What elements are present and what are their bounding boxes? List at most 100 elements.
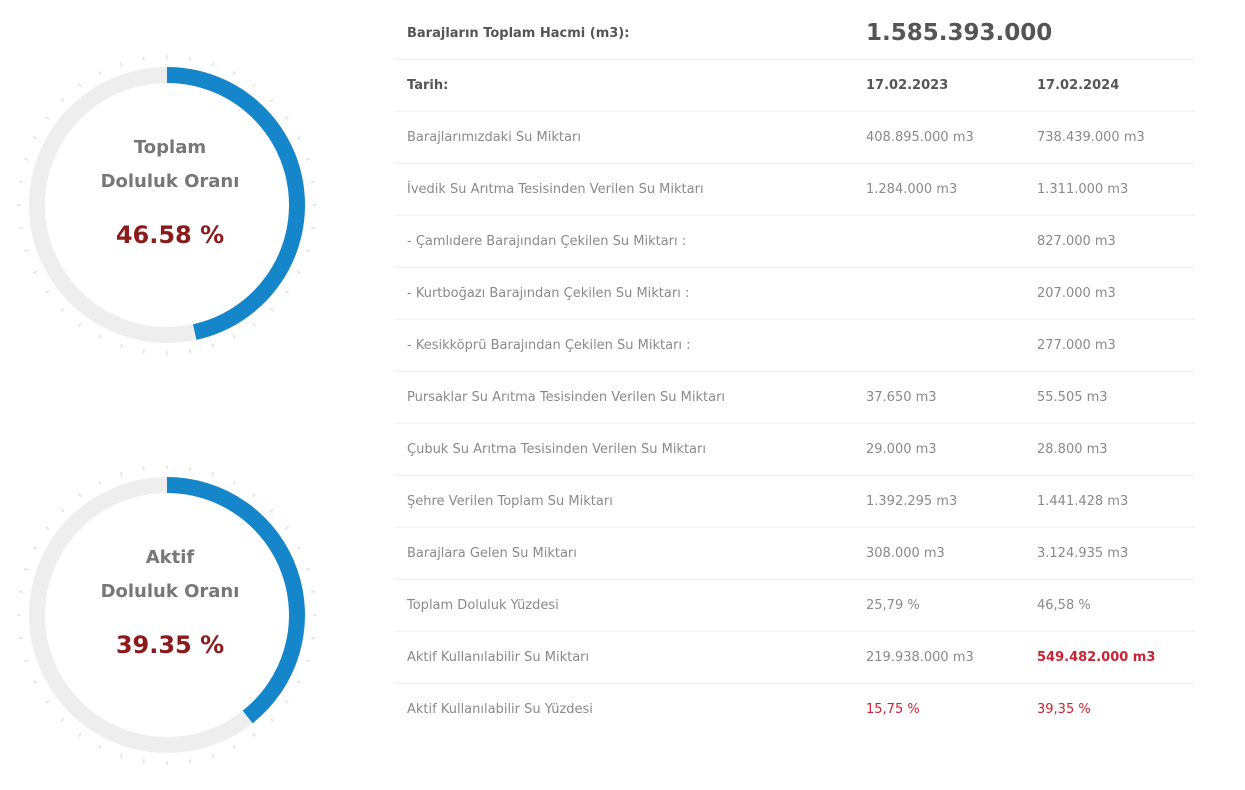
gauge-tick: [98, 481, 102, 486]
active-fill-gauge-ring: [17, 465, 317, 765]
row-value-2024: 46,58 %: [1037, 598, 1091, 613]
row-value-2023: 29.000 m3: [866, 442, 937, 457]
row-value-2024: 1.311.000 m3: [1037, 182, 1129, 197]
table-row: Aktif Kullanılabilir Su Miktarı 219.938.…: [395, 632, 1195, 684]
gauge-progress-arc: [166, 67, 305, 340]
gauge-label-line2: Doluluk Oranı: [100, 171, 240, 192]
row-label: Barajlarımızdaki Su Miktarı: [407, 130, 581, 145]
row-label: Aktif Kullanılabilir Su Yüzdesi: [407, 702, 593, 717]
date-header-row: Tarih: 17.02.2023 17.02.2024: [395, 60, 1195, 112]
gauge-tick: [284, 290, 289, 294]
table-row: Şehre Verilen Toplam Su Miktarı 1.392.29…: [395, 476, 1195, 528]
gauge-tick: [284, 116, 289, 120]
gauge-tick: [60, 307, 65, 312]
row-value-2024: 207.000 m3: [1037, 286, 1116, 301]
gauge-tick: [33, 136, 38, 140]
gauge-tick: [119, 472, 123, 477]
row-value-2024-highlight: 39,35 %: [1037, 702, 1091, 717]
gauge-label-line1: Aktif: [145, 547, 195, 568]
row-label: - Kurtboğazı Barajından Çekilen Su Mikta…: [407, 286, 690, 301]
gauge-tick: [252, 493, 256, 498]
gauge-tick: [78, 732, 82, 737]
gauge-tick: [18, 180, 23, 183]
row-value-2024: 277.000 m3: [1037, 338, 1116, 353]
gauge-tick: [211, 343, 215, 348]
gauge-tick: [18, 637, 23, 640]
total-volume-label: Barajların Toplam Hacmi (m3):: [407, 26, 630, 41]
gauge-tick: [296, 546, 301, 550]
gauge-tick: [33, 546, 38, 550]
gauge-tick: [98, 744, 102, 749]
gauge-ticks: [17, 55, 317, 355]
gauge-tick: [45, 290, 50, 294]
gauge-tick: [296, 136, 301, 140]
row-label: Pursaklar Su Arıtma Tesisinden Verilen S…: [407, 390, 726, 405]
gauge-tick: [33, 680, 38, 684]
total-fill-gauge-text: Toplam Doluluk Oranı 46.58 %: [0, 131, 340, 249]
row-value-2023: 1.392.295 m3: [866, 494, 958, 509]
total-fill-gauge-ring: [17, 55, 317, 355]
total-volume-value: 1.585.393.000: [866, 20, 1053, 46]
gauge-tick: [284, 700, 289, 704]
gauge-tick: [269, 508, 274, 513]
gauge-tick: [18, 590, 23, 593]
gauge-tick: [189, 56, 192, 61]
row-label: İvedik Su Arıtma Tesisinden Verilen Su M…: [407, 182, 704, 197]
gauge-tick: [269, 717, 274, 722]
gauge-tick: [305, 249, 310, 253]
gauge-tick: [98, 71, 102, 76]
gauge-tick: [211, 472, 215, 477]
row-value-2023: 1.284.000 m3: [866, 182, 958, 197]
gauge-tick: [232, 334, 236, 339]
gauge-tick: [305, 157, 310, 161]
total-fill-gauge: Toplam Doluluk Oranı 46.58 %: [0, 45, 320, 365]
gauge-progress-arc: [166, 477, 305, 724]
gauge-tick: [284, 526, 289, 530]
row-value-2023: 308.000 m3: [866, 546, 945, 561]
table-row: Toplam Doluluk Yüzdesi 25,79 % 46,58 %: [395, 580, 1195, 632]
gauge-tick: [45, 526, 50, 530]
gauge-tick: [24, 567, 29, 571]
row-label: Çubuk Su Arıtma Tesisinden Verilen Su Mi…: [407, 442, 706, 457]
gauge-tick: [232, 744, 236, 749]
dam-stats-table: Barajların Toplam Hacmi (m3): 1.585.393.…: [395, 8, 1195, 735]
gauge-tick: [24, 659, 29, 663]
date-label: Tarih:: [407, 78, 449, 93]
table-row: Barajlarımızdaki Su Miktarı 408.895.000 …: [395, 112, 1195, 164]
gauge-tick: [305, 659, 310, 663]
table-row: Aktif Kullanılabilir Su Yüzdesi 15,75 % …: [395, 684, 1195, 735]
gauge-tick: [269, 307, 274, 312]
gauge-tick: [305, 567, 310, 571]
gauge-tick: [45, 700, 50, 704]
gauge-tick: [119, 753, 123, 758]
gauge-tick: [45, 116, 50, 120]
row-label: - Çamlıdere Barajından Çekilen Su Miktar…: [407, 234, 687, 249]
row-value-2024-highlight: 549.482.000 m3: [1037, 650, 1156, 665]
row-value-2024: 1.441.428 m3: [1037, 494, 1129, 509]
row-label: Toplam Doluluk Yüzdesi: [407, 598, 559, 613]
gauge-tick: [78, 322, 82, 327]
gauge-tick: [211, 753, 215, 758]
gauge-tick: [33, 270, 38, 274]
gauge-tick: [142, 349, 145, 354]
total-volume-row: Barajların Toplam Hacmi (m3): 1.585.393.…: [395, 8, 1195, 60]
gauge-tick: [78, 493, 82, 498]
gauge-tick: [78, 83, 82, 88]
gauge-tick: [142, 759, 145, 764]
row-value-2023: 219.938.000 m3: [866, 650, 974, 665]
gauge-tick: [98, 334, 102, 339]
row-value-2023-highlight: 15,75 %: [866, 702, 920, 717]
table-row: Barajlara Gelen Su Miktarı 308.000 m3 3.…: [395, 528, 1195, 580]
row-label: - Kesikköprü Barajından Çekilen Su Mikta…: [407, 338, 691, 353]
row-label: Şehre Verilen Toplam Su Miktarı: [407, 494, 613, 509]
gauge-tick: [296, 680, 301, 684]
gauge-tick: [119, 62, 123, 67]
row-value-2024: 28.800 m3: [1037, 442, 1108, 457]
gauge-tick: [119, 343, 123, 348]
table-row: - Çamlıdere Barajından Çekilen Su Miktar…: [395, 216, 1195, 268]
row-value-2024: 3.124.935 m3: [1037, 546, 1129, 561]
table-row: - Kesikköprü Barajından Çekilen Su Mikta…: [395, 320, 1195, 372]
gauge-tick: [311, 590, 316, 593]
gauge-tick: [142, 466, 145, 471]
table-row: İvedik Su Arıtma Tesisinden Verilen Su M…: [395, 164, 1195, 216]
